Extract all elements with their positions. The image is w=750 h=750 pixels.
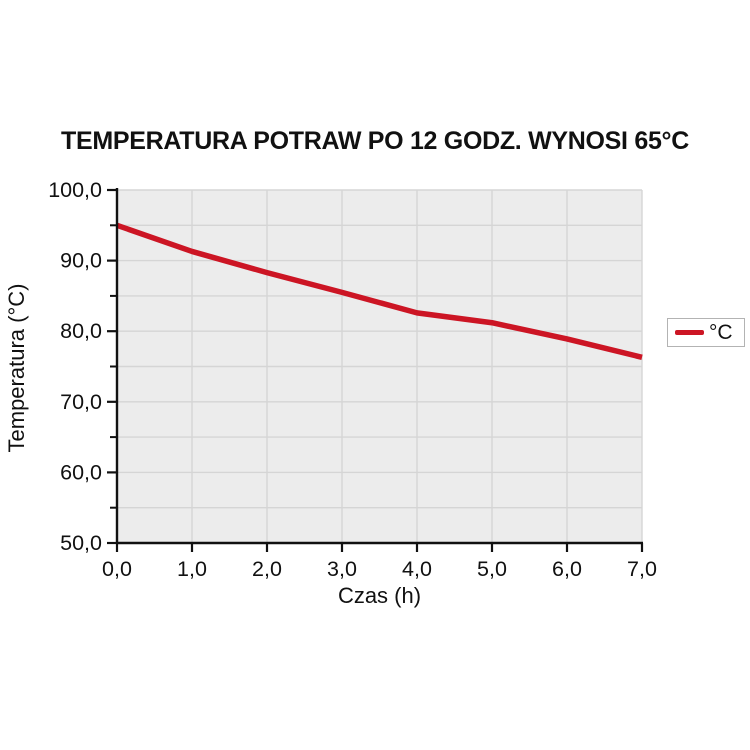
x-axis-title: Czas (h) <box>337 583 422 608</box>
y-tick-label: 70,0 <box>60 390 102 414</box>
y-axis-title: Temperatura (°C) <box>4 283 29 453</box>
legend-series-label: °C <box>709 321 733 344</box>
y-tick-label: 80,0 <box>60 319 102 343</box>
y-tick-label: 60,0 <box>60 460 102 484</box>
x-tick-label: 6,0 <box>552 557 582 581</box>
y-tick-label: 90,0 <box>60 249 102 273</box>
x-tick-label: 5,0 <box>477 557 507 581</box>
y-tick-label: 50,0 <box>60 531 102 555</box>
chart-title: TEMPERATURA POTRAW PO 12 GODZ. WYNOSI 65… <box>60 127 689 155</box>
x-tick-label: 0,0 <box>102 557 132 581</box>
x-tick-label: 1,0 <box>177 557 207 581</box>
y-tick-label: 100,0 <box>48 178 102 202</box>
temperature-line <box>116 222 643 360</box>
legend: °C <box>667 318 745 347</box>
x-tick-label: 3,0 <box>327 557 357 581</box>
x-tick-label: 7,0 <box>627 557 657 581</box>
x-tick-label: 4,0 <box>402 557 432 581</box>
x-tick-label: 2,0 <box>252 557 282 581</box>
legend-line-swatch-icon <box>675 330 704 335</box>
